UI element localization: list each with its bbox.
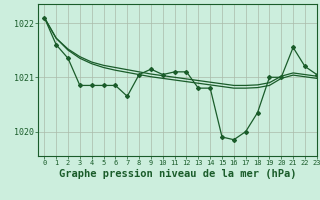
X-axis label: Graphe pression niveau de la mer (hPa): Graphe pression niveau de la mer (hPa) [59, 169, 296, 179]
